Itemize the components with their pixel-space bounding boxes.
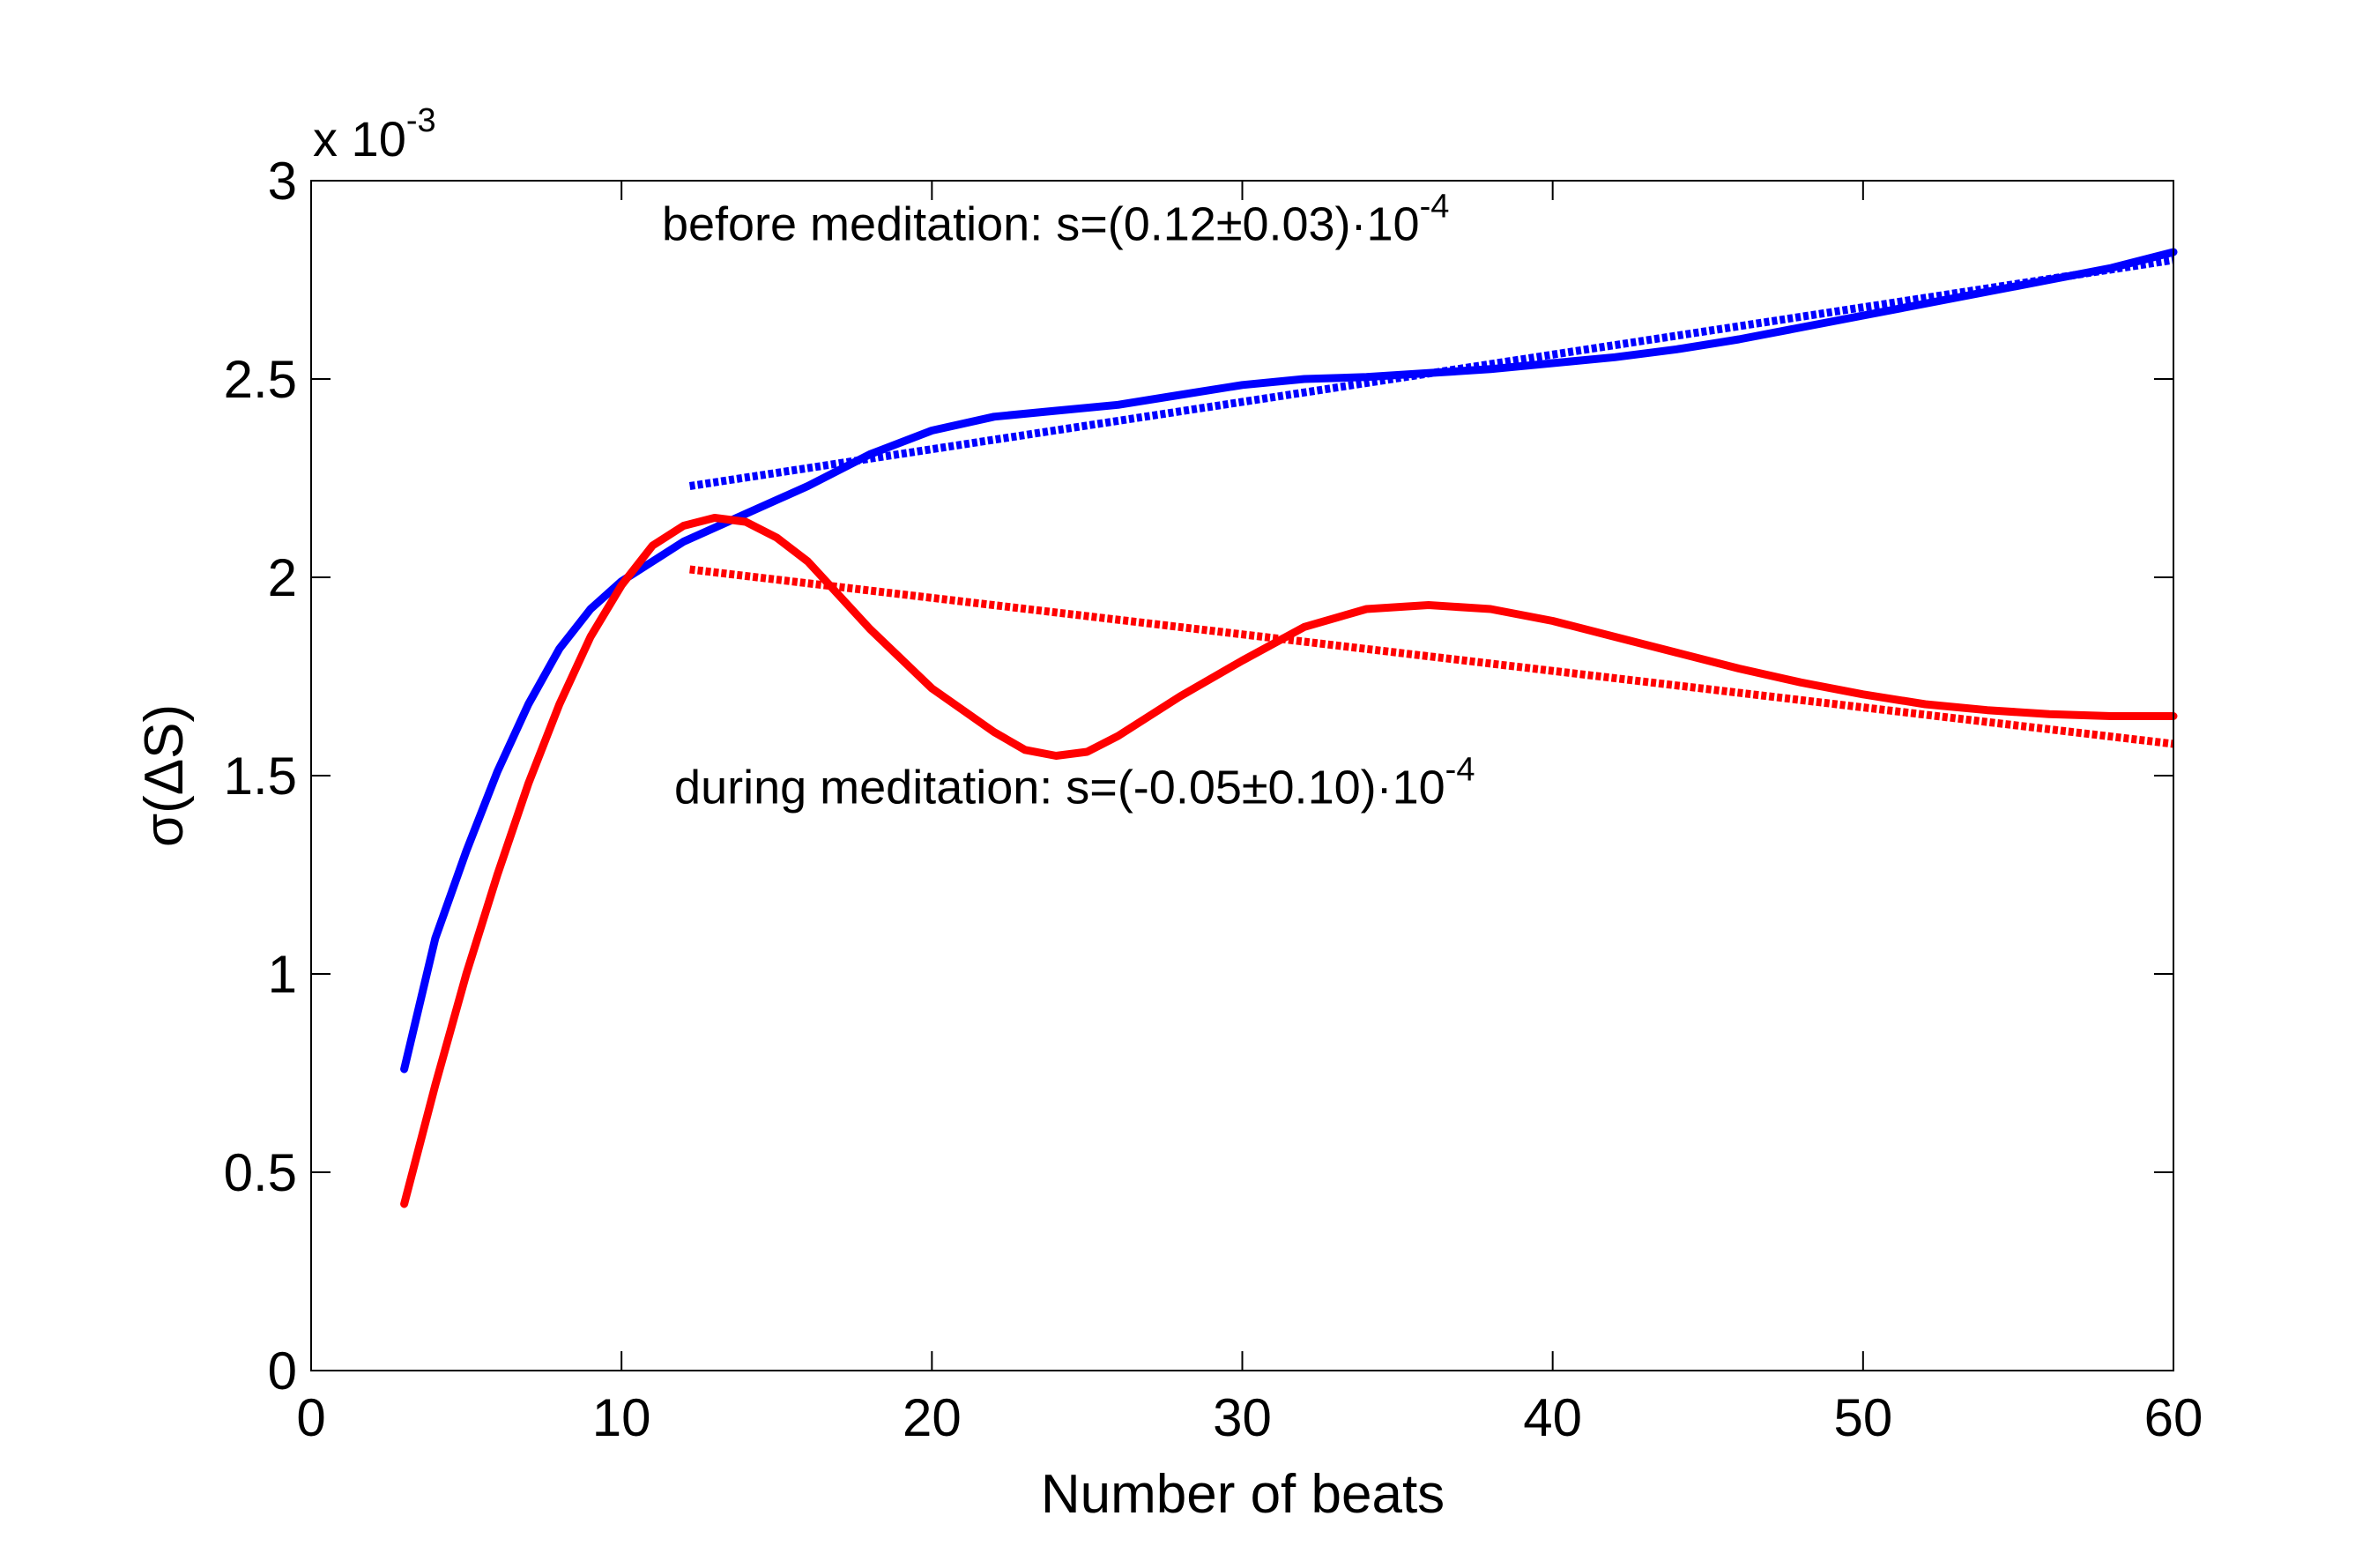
y-tick-label-2: 1 xyxy=(268,945,297,1004)
series-layer xyxy=(400,248,2178,1208)
x-tick-label-3: 30 xyxy=(1213,1388,1272,1447)
y-tick-labels: 0 0.5 1 1.5 2 2.5 3 xyxy=(224,152,297,1401)
y-axis-label: σ(ΔS) xyxy=(134,704,195,847)
x-axis-label: Number of beats xyxy=(1041,1464,1445,1525)
y-tick-label-4: 2 xyxy=(268,548,297,607)
annotation-before-text: before meditation: s=(0.12±0.03)·10 xyxy=(662,198,1420,251)
plot-area xyxy=(311,181,2173,1371)
y-tick-label-0: 0 xyxy=(268,1341,297,1401)
x-tick-label-6: 60 xyxy=(2144,1388,2203,1447)
series-line-2 xyxy=(400,514,2178,1208)
y-multiplier: x 10-3 xyxy=(313,102,436,167)
x-tick-label-0: 0 xyxy=(296,1388,325,1447)
series-line-0 xyxy=(400,248,2178,1074)
tick-layer xyxy=(310,180,2174,1371)
annotation-during-text: during meditation: s=(-0.05±0.10)·10 xyxy=(674,762,1445,814)
annotation-before: before meditation: s=(0.12±0.03)·10-4 xyxy=(662,189,1449,251)
x-tick-labels: 0 10 20 30 40 50 60 xyxy=(296,1388,2203,1447)
y-tick-label-6: 3 xyxy=(268,152,297,211)
y-multiplier-exponent: -3 xyxy=(406,102,436,139)
annotation-before-superscript: -4 xyxy=(1420,189,1450,226)
x-tick-label-1: 10 xyxy=(592,1388,651,1447)
x-tick-label-2: 20 xyxy=(903,1388,962,1447)
x-tick-label-5: 50 xyxy=(1833,1388,1892,1447)
y-tick-label-3: 1.5 xyxy=(224,747,297,806)
series-line-1 xyxy=(688,256,2174,490)
y-tick-label-1: 0.5 xyxy=(224,1143,297,1202)
annotation-during: during meditation: s=(-0.05±0.10)·10-4 xyxy=(674,752,1475,814)
y-multiplier-base: x 10 xyxy=(313,111,406,167)
y-tick-label-5: 2.5 xyxy=(224,350,297,409)
annotation-during-superscript: -4 xyxy=(1445,752,1475,789)
axes-box xyxy=(310,180,2174,1371)
series-line-3 xyxy=(689,565,2174,748)
x-tick-label-4: 40 xyxy=(1523,1388,1582,1447)
